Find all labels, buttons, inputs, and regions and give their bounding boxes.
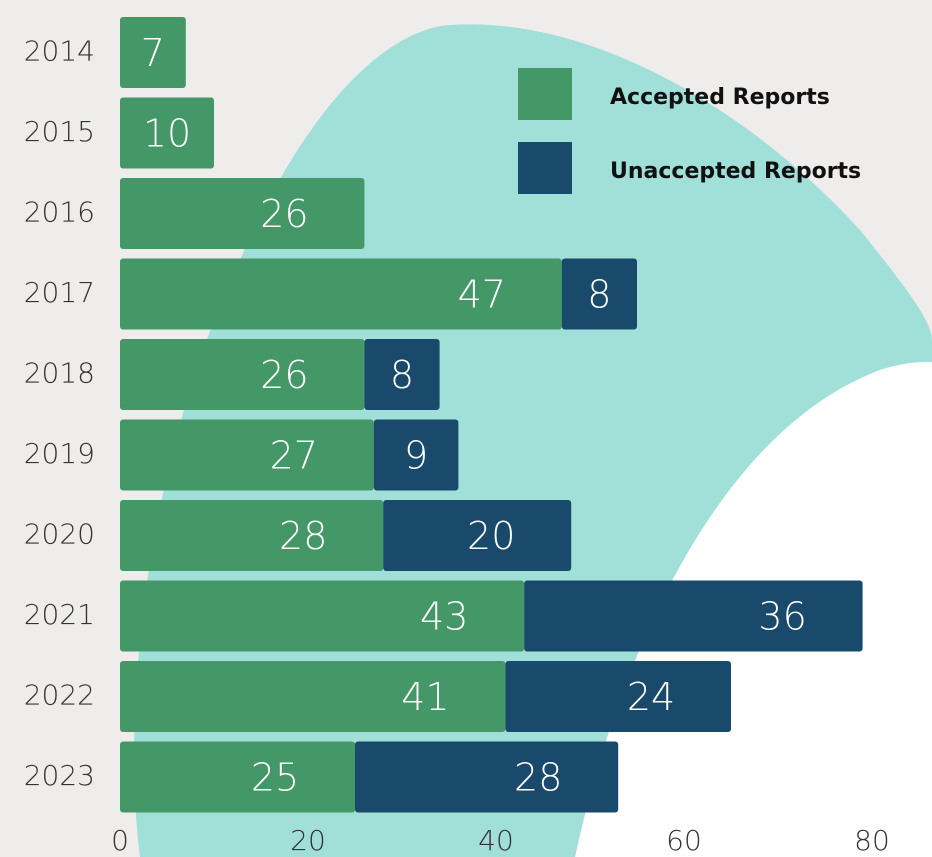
y-tick-label: 2016	[24, 196, 95, 229]
value-label: 7	[141, 31, 165, 75]
value-label: 28	[514, 756, 562, 800]
value-label: 26	[260, 353, 308, 397]
value-label: 26	[260, 192, 308, 236]
bar	[120, 742, 355, 813]
bar	[120, 339, 364, 410]
y-tick-label: 2021	[24, 598, 95, 631]
bar	[120, 500, 383, 571]
value-label: 28	[279, 514, 327, 558]
page: 0 20 40 60 80 2014 7 2015 10 2016 26 2017 47 8 2018 26 8…	[0, 0, 932, 857]
value-label: 47	[458, 273, 506, 317]
chart: 0 20 40 60 80 2014 7 2015 10 2016 26 2017 47 8 2018 26 8…	[0, 0, 932, 857]
y-tick-label: 2020	[24, 518, 95, 551]
y-tick-label: 2017	[24, 276, 95, 309]
x-tick-label: 80	[854, 824, 890, 857]
value-label: 36	[758, 595, 806, 639]
bar	[355, 742, 618, 813]
y-tick-label: 2014	[24, 35, 95, 68]
legend-swatch	[518, 142, 572, 194]
y-tick-label: 2015	[24, 115, 95, 148]
bar	[505, 661, 731, 732]
legend-swatch	[518, 68, 572, 120]
value-label: 9	[404, 434, 428, 478]
legend-label: Unaccepted Reports	[610, 159, 861, 184]
x-tick-label: 0	[111, 824, 129, 857]
value-label: 27	[270, 434, 318, 478]
y-tick-label: 2023	[24, 759, 95, 792]
value-label: 41	[401, 675, 449, 719]
value-label: 8	[587, 273, 611, 317]
x-tick-label: 40	[478, 824, 514, 857]
y-tick-label: 2019	[24, 437, 95, 470]
bar	[120, 178, 364, 249]
x-tick-label: 20	[290, 824, 326, 857]
legend-label: Accepted Reports	[610, 85, 830, 110]
y-tick-label: 2018	[24, 357, 95, 390]
x-tick-label: 60	[666, 824, 702, 857]
bar	[524, 581, 862, 652]
value-label: 43	[420, 595, 468, 639]
value-label: 8	[390, 353, 414, 397]
value-label: 25	[251, 756, 299, 800]
value-label: 20	[467, 514, 515, 558]
value-label: 10	[143, 112, 191, 156]
bar	[120, 420, 374, 491]
y-tick-label: 2022	[24, 679, 95, 712]
value-label: 24	[627, 675, 675, 719]
